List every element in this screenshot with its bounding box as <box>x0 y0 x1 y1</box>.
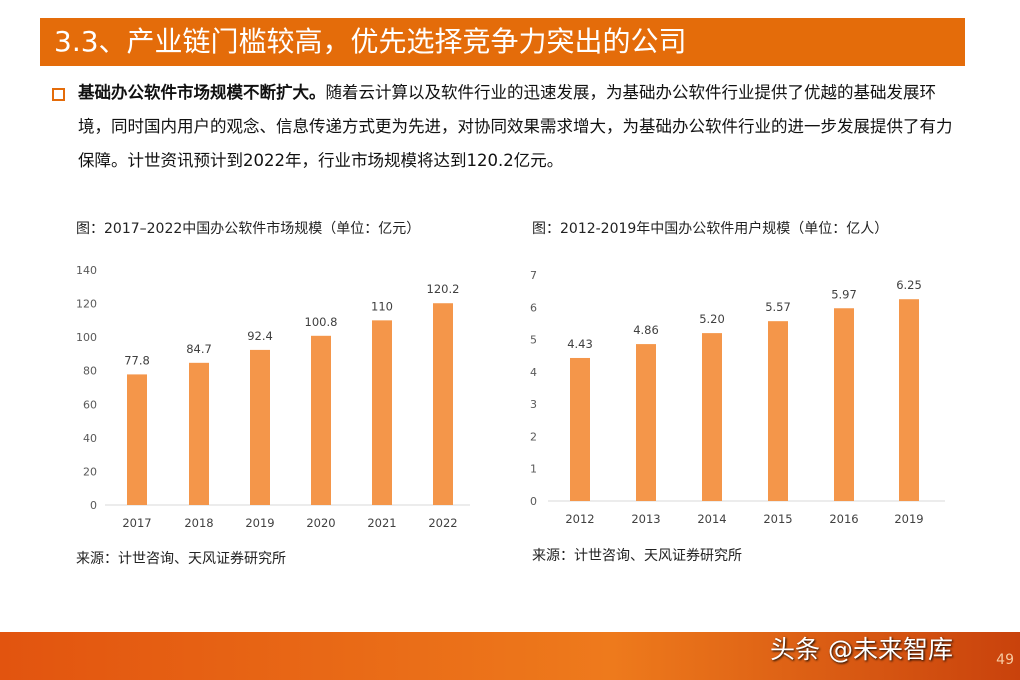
y-tick-label: 100 <box>76 331 97 344</box>
data-label: 4.86 <box>633 323 659 337</box>
x-tick-label: 2013 <box>631 512 660 526</box>
bar <box>127 374 147 505</box>
y-tick-label: 60 <box>83 398 97 411</box>
y-tick-label: 120 <box>76 298 97 311</box>
section-title: 3.3、产业链门槛较高，优先选择竞争力突出的公司 <box>54 25 687 58</box>
footer-bar <box>0 632 1020 680</box>
y-tick-label: 4 <box>530 366 537 379</box>
bar <box>433 303 453 505</box>
data-label: 84.7 <box>186 342 212 356</box>
y-tick-label: 2 <box>530 430 537 443</box>
x-tick-label: 2017 <box>122 516 151 530</box>
data-label: 5.97 <box>831 287 857 301</box>
y-tick-label: 6 <box>530 301 537 314</box>
paragraph-lead: 基础办公软件市场规模不断扩大。 <box>78 83 326 102</box>
bar <box>250 349 270 505</box>
data-label: 110 <box>371 299 393 313</box>
x-tick-label: 2015 <box>763 512 792 526</box>
page-number: 49 <box>996 652 1014 668</box>
x-tick-label: 2012 <box>565 512 594 526</box>
y-tick-label: 5 <box>530 334 537 347</box>
chart2-title: 图：2012-2019年中国办公软件用户规模（单位：亿人） <box>532 221 889 237</box>
bar <box>189 362 209 505</box>
chart1-source: 来源：计世咨询、天风证券研究所 <box>76 551 286 567</box>
y-tick-label: 3 <box>530 398 537 411</box>
bar <box>311 335 331 505</box>
y-tick-label: 80 <box>83 365 97 378</box>
data-label: 120.2 <box>427 282 460 296</box>
y-tick-label: 0 <box>90 499 97 512</box>
bar <box>372 320 392 505</box>
x-tick-label: 2019 <box>894 512 923 526</box>
y-tick-label: 140 <box>76 264 97 277</box>
y-tick-label: 40 <box>83 432 97 445</box>
y-tick-label: 1 <box>530 463 537 476</box>
chart1-title: 图：2017–2022中国办公软件市场规模（单位：亿元） <box>76 221 421 237</box>
x-tick-label: 2021 <box>367 516 396 530</box>
chart2-source: 来源：计世咨询、天风证券研究所 <box>532 548 742 564</box>
watermark: 头条 @未来智库 <box>770 635 953 664</box>
x-tick-label: 2014 <box>697 512 726 526</box>
x-tick-label: 2020 <box>306 516 335 530</box>
data-label: 6.25 <box>896 278 922 292</box>
bar <box>636 344 656 501</box>
x-tick-label: 2022 <box>428 516 457 530</box>
section-header: 3.3、产业链门槛较高，优先选择竞争力突出的公司 <box>40 18 965 66</box>
x-tick-label: 2018 <box>184 516 213 530</box>
bar <box>834 308 854 501</box>
x-tick-label: 2016 <box>829 512 858 526</box>
body-paragraph: 基础办公软件市场规模不断扩大。随着云计算以及软件行业的迅速发展，为基础办公软件行… <box>78 76 968 178</box>
data-label: 4.43 <box>567 337 593 351</box>
bar <box>570 357 590 501</box>
data-label: 77.8 <box>124 353 150 367</box>
bar <box>768 321 788 501</box>
x-tick-label: 2019 <box>245 516 274 530</box>
y-tick-label: 20 <box>83 465 97 478</box>
y-tick-label: 7 <box>530 269 537 282</box>
data-label: 5.57 <box>765 300 791 314</box>
bar <box>899 299 919 501</box>
bullet-square-icon <box>52 88 65 101</box>
data-label: 100.8 <box>305 315 338 329</box>
data-label: 5.20 <box>699 312 725 326</box>
bar <box>702 333 722 501</box>
y-tick-label: 0 <box>530 495 537 508</box>
paragraph-text: 随着云计算以及软件行业的迅速发展，为基础办公软件行业提供了优越的基础发展环境，同… <box>78 83 953 170</box>
data-label: 92.4 <box>247 329 273 343</box>
